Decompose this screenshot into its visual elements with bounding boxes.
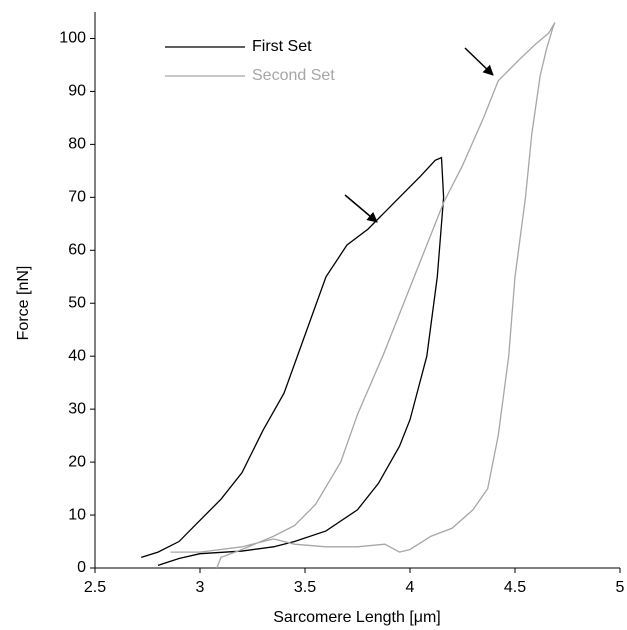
y-tick-label: 20 (68, 453, 86, 470)
x-tick-label: 5 (616, 579, 625, 596)
x-tick-label: 3.5 (294, 579, 316, 596)
x-axis-label: Sarcomere Length [μm] (273, 609, 441, 626)
y-tick-label: 40 (68, 347, 86, 364)
y-tick-label: 70 (68, 189, 86, 206)
y-axis-label: Force [nN] (15, 266, 32, 341)
y-tick-label: 60 (68, 242, 86, 259)
x-tick-label: 3 (196, 579, 205, 596)
legend-label: Second Set (252, 67, 335, 84)
y-tick-label: 100 (59, 30, 86, 47)
series-line (170, 22, 556, 569)
y-tick-label: 90 (68, 83, 86, 100)
arrow (464, 47, 494, 76)
y-tick-label: 30 (68, 400, 86, 417)
legend-label: First Set (252, 38, 312, 55)
arrow (344, 194, 378, 223)
x-tick-label: 2.5 (84, 579, 106, 596)
x-tick-label: 4.5 (504, 579, 526, 596)
y-tick-label: 0 (77, 559, 86, 576)
series-line (141, 156, 445, 566)
y-tick-label: 10 (68, 506, 86, 523)
y-tick-label: 50 (68, 294, 86, 311)
x-tick-label: 4 (406, 579, 415, 596)
y-tick-label: 80 (68, 136, 86, 153)
